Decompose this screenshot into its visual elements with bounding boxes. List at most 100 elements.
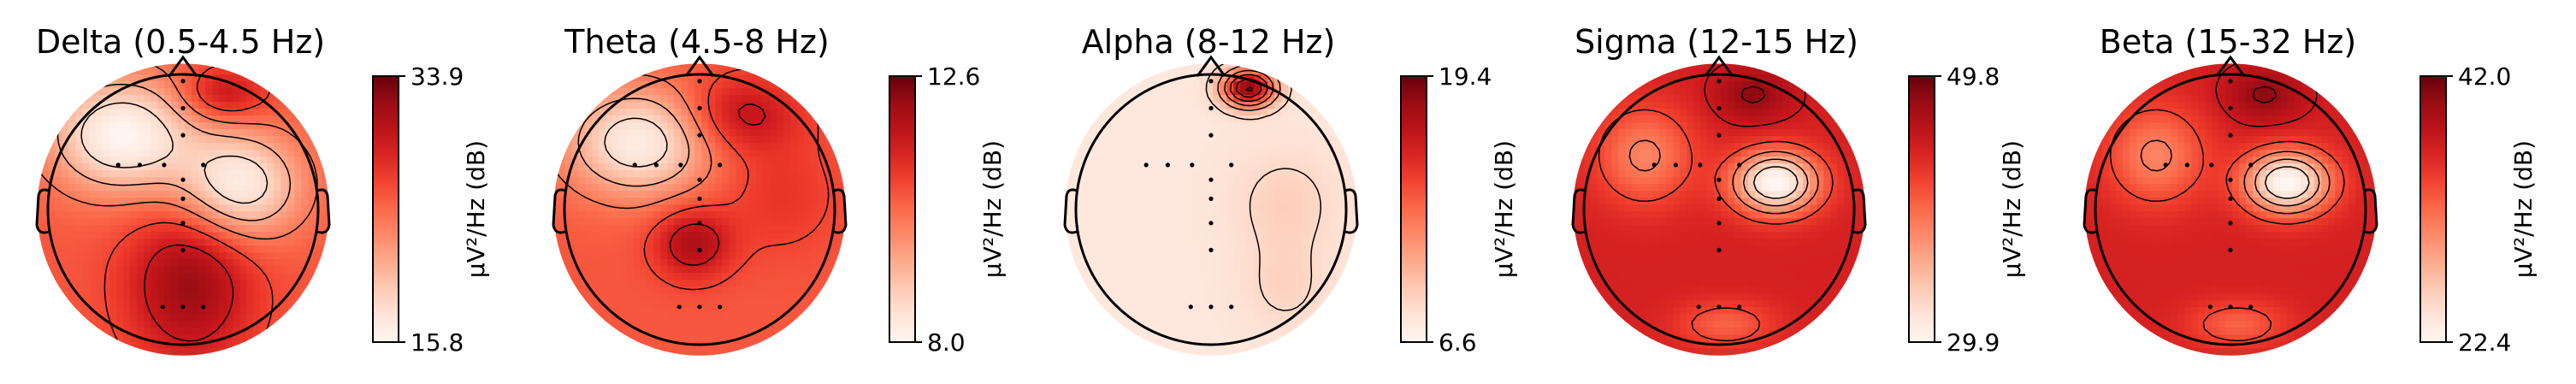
colorbar-label: µV²/Hz (dB) xyxy=(1490,140,1518,278)
colorbar xyxy=(1908,75,1935,343)
topomap-heatmap xyxy=(1573,63,1865,356)
panel-title: Theta (4.5-8 Hz) xyxy=(564,23,830,61)
left-ear xyxy=(552,188,566,234)
left-ear xyxy=(2083,188,2097,234)
sensor-marker xyxy=(1716,221,1722,226)
sensor-marker xyxy=(1165,162,1170,168)
sensor-marker xyxy=(1737,162,1742,168)
sensor-marker xyxy=(2228,247,2233,252)
topomap-contours xyxy=(2109,63,2345,342)
sensor-marker xyxy=(1229,162,1234,168)
colorbar-min-label: 8.0 xyxy=(927,328,966,357)
sensor-marker xyxy=(1190,162,1195,168)
sensor-marker xyxy=(1208,221,1214,226)
sensor-marker xyxy=(1716,133,1722,138)
topomap-panel-2: Theta (4.5-8 Hz) 12.6 8.0 µV²/Hz (dB) xyxy=(552,23,1007,357)
colorbar-label: µV²/Hz (dB) xyxy=(2509,140,2538,278)
sensor-marker xyxy=(1208,133,1214,138)
nose xyxy=(684,55,715,77)
sensor-marker xyxy=(2248,304,2254,310)
sensor-marker xyxy=(2163,162,2168,168)
panel-title: Alpha (8-12 Hz) xyxy=(1082,23,1336,61)
left-ear xyxy=(1063,188,1078,234)
sensor-marker xyxy=(2248,162,2254,168)
topomap-panel-5: Beta (15-32 Hz) 42.0 22.4 µV²/Hz (dB) xyxy=(2083,23,2538,357)
sensor-marker xyxy=(1716,105,1722,111)
sensor-marker xyxy=(718,162,723,168)
head-outline xyxy=(2094,73,2367,346)
head-outline xyxy=(563,73,836,346)
right-ear xyxy=(1344,188,1359,234)
sensor-marker xyxy=(2228,221,2233,226)
sensor-marker xyxy=(2228,304,2233,310)
nose xyxy=(1196,55,1226,77)
sensor-marker xyxy=(180,247,186,252)
sensor-marker xyxy=(180,196,186,201)
right-ear xyxy=(2364,188,2378,234)
sensor-marker xyxy=(180,105,186,111)
colorbar-min-label: 6.6 xyxy=(1439,328,1477,357)
sensor-marker xyxy=(2207,304,2213,310)
nose xyxy=(168,55,198,77)
topomap-heatmap xyxy=(2084,63,2377,356)
sensor-marker xyxy=(697,304,702,310)
sensor-marker xyxy=(697,105,702,111)
sensor-marker xyxy=(697,247,702,252)
sensor-marker xyxy=(1208,79,1214,84)
colorbar-max-label: 19.4 xyxy=(1439,62,1492,91)
topomap-panel-1: Delta (0.5-4.5 Hz) 33.9 15.8 µV²/Hz (dB) xyxy=(35,23,490,357)
sensor-marker xyxy=(2228,105,2233,111)
right-ear xyxy=(1852,188,1867,234)
colorbar xyxy=(372,75,399,343)
topomap-contours xyxy=(1205,63,1321,311)
sensor-marker xyxy=(697,221,702,226)
colorbar-label: µV²/Hz (dB) xyxy=(462,140,490,278)
colorbar-max-label: 42.0 xyxy=(2458,62,2511,91)
sensor-marker xyxy=(1208,105,1214,111)
sensor-marker xyxy=(1737,304,1742,310)
sensor-marker xyxy=(180,177,186,182)
topomap-contours xyxy=(1598,63,1834,342)
sensor-marker xyxy=(160,304,165,310)
sensor-marker xyxy=(1673,162,1678,168)
nose xyxy=(2215,55,2246,77)
sensor-marker xyxy=(180,133,186,138)
sensor-marker xyxy=(1696,304,1701,310)
topomap-panel-4: Sigma (12-15 Hz) 49.8 29.9 µV²/Hz (dB) xyxy=(1571,23,2026,357)
sensor-marker xyxy=(1208,196,1214,201)
topomap-panel-3: Alpha (8-12 Hz) 19.4 6.6 µV²/Hz (dB) xyxy=(1063,23,1518,357)
sensor-marker xyxy=(697,177,702,182)
sensor-marker xyxy=(115,162,121,168)
sensor-marker xyxy=(162,162,167,168)
sensor-marker xyxy=(1208,247,1214,252)
head-outline xyxy=(46,73,320,346)
colorbar-label: µV²/Hz (dB) xyxy=(978,140,1007,278)
sensor-marker xyxy=(2228,177,2233,182)
sensor-marker xyxy=(2209,162,2214,168)
sensor-marker xyxy=(180,304,186,310)
sensor-marker xyxy=(653,162,659,168)
head-outline xyxy=(1074,73,1348,346)
sensor-marker xyxy=(201,162,206,168)
left-ear xyxy=(1571,188,1586,234)
sensor-marker xyxy=(1188,304,1193,310)
colorbar-label: µV²/Hz (dB) xyxy=(1998,140,2026,278)
colorbar xyxy=(1400,75,1427,343)
colorbar-min-label: 22.4 xyxy=(2458,328,2511,357)
sensor-marker xyxy=(137,162,142,168)
colorbar-max-label: 33.9 xyxy=(411,62,464,91)
right-ear xyxy=(833,188,848,234)
topomap-heatmap xyxy=(1065,63,1357,356)
topomap-contours xyxy=(37,63,318,356)
panel-title: Delta (0.5-4.5 Hz) xyxy=(36,23,325,61)
head-outline xyxy=(1582,73,1856,346)
sensor-marker xyxy=(1716,247,1722,252)
sensor-marker xyxy=(697,133,702,138)
sensor-marker xyxy=(1716,196,1722,201)
sensor-marker xyxy=(1229,304,1234,310)
sensor-marker xyxy=(201,304,206,310)
sensor-marker xyxy=(2184,162,2189,168)
sensor-marker xyxy=(1716,177,1722,182)
colorbar-min-label: 29.9 xyxy=(1947,328,2000,357)
